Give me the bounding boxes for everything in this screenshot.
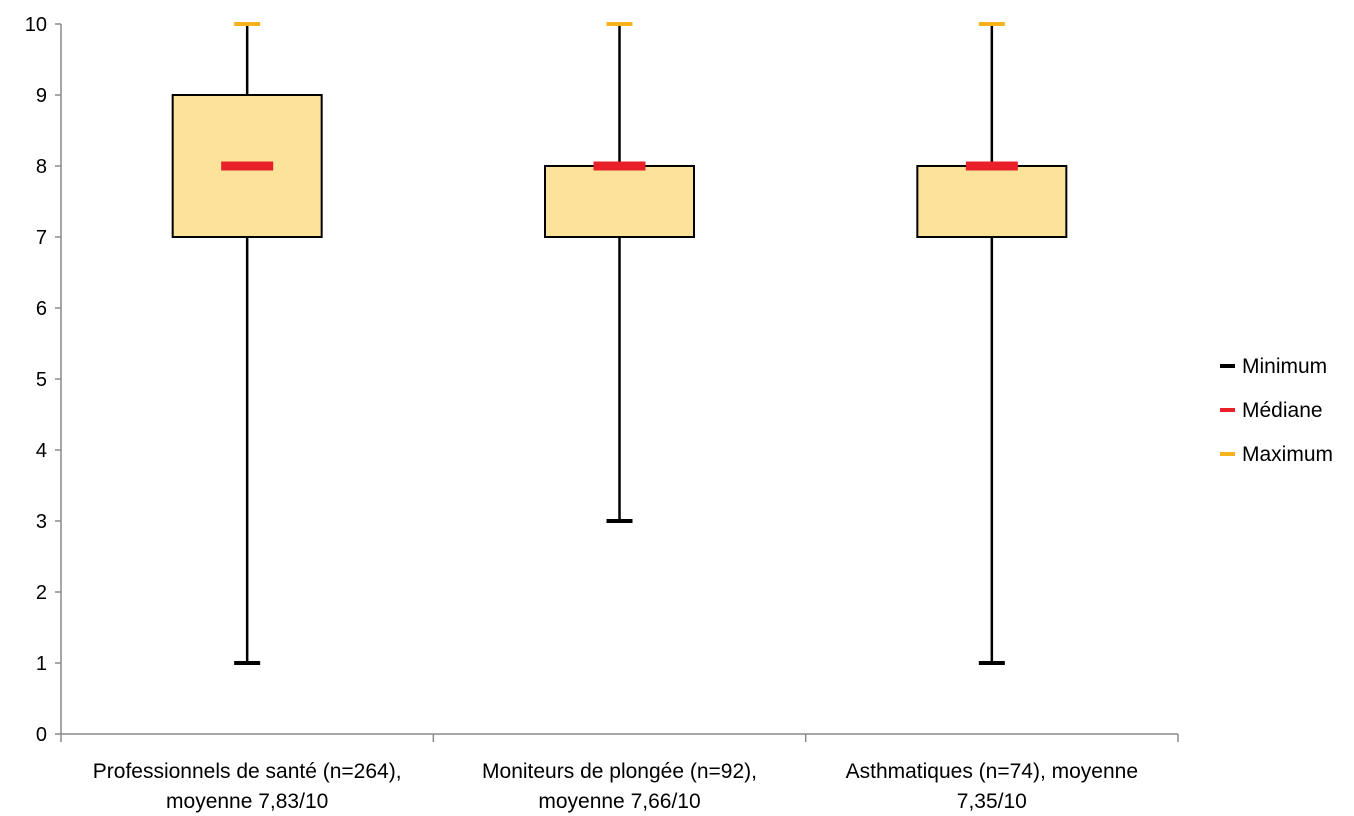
y-tick-label: 0 [36,724,47,746]
box-group [544,22,695,523]
plot-area [171,22,1068,665]
y-tick-label: 1 [36,653,47,675]
y-tick-label: 3 [36,511,47,533]
category-label: Asthmatiques (n=74), moyenne [846,760,1138,783]
y-tick-label: 2 [36,582,47,604]
y-tick-label: 9 [36,85,47,107]
category-label: moyenne 7,66/10 [538,790,700,813]
box-iqr [916,165,1068,238]
y-tick-label: 10 [25,14,47,36]
category-label: moyenne 7,83/10 [166,790,328,813]
legend-label: Minimum [1242,355,1327,378]
legend-item: Minimum [1220,355,1327,378]
y-tick-label: 8 [36,156,47,178]
legend: Minimum Médiane Maximum [1220,355,1333,466]
x-axis: Professionnels de santé (n=264), moyenne … [60,733,1179,813]
box-iqr [544,165,695,238]
box-group [916,22,1068,665]
legend-item: Médiane [1220,399,1323,422]
y-tick-label: 7 [36,227,47,249]
category-label: Professionnels de santé (n=264), [93,760,402,783]
legend-label: Médiane [1242,399,1323,422]
y-tick-label: 4 [36,440,47,462]
y-tick-label: 6 [36,298,47,320]
category-label: 7,35/10 [957,790,1027,813]
y-tick-label: 5 [36,369,47,391]
legend-label: Maximum [1242,443,1333,466]
legend-item: Maximum [1220,443,1333,466]
box-group [171,22,323,665]
y-axis: 0 1 2 3 4 5 6 7 8 9 10 [25,14,62,746]
category-label: Moniteurs de plongée (n=92), [482,760,757,783]
